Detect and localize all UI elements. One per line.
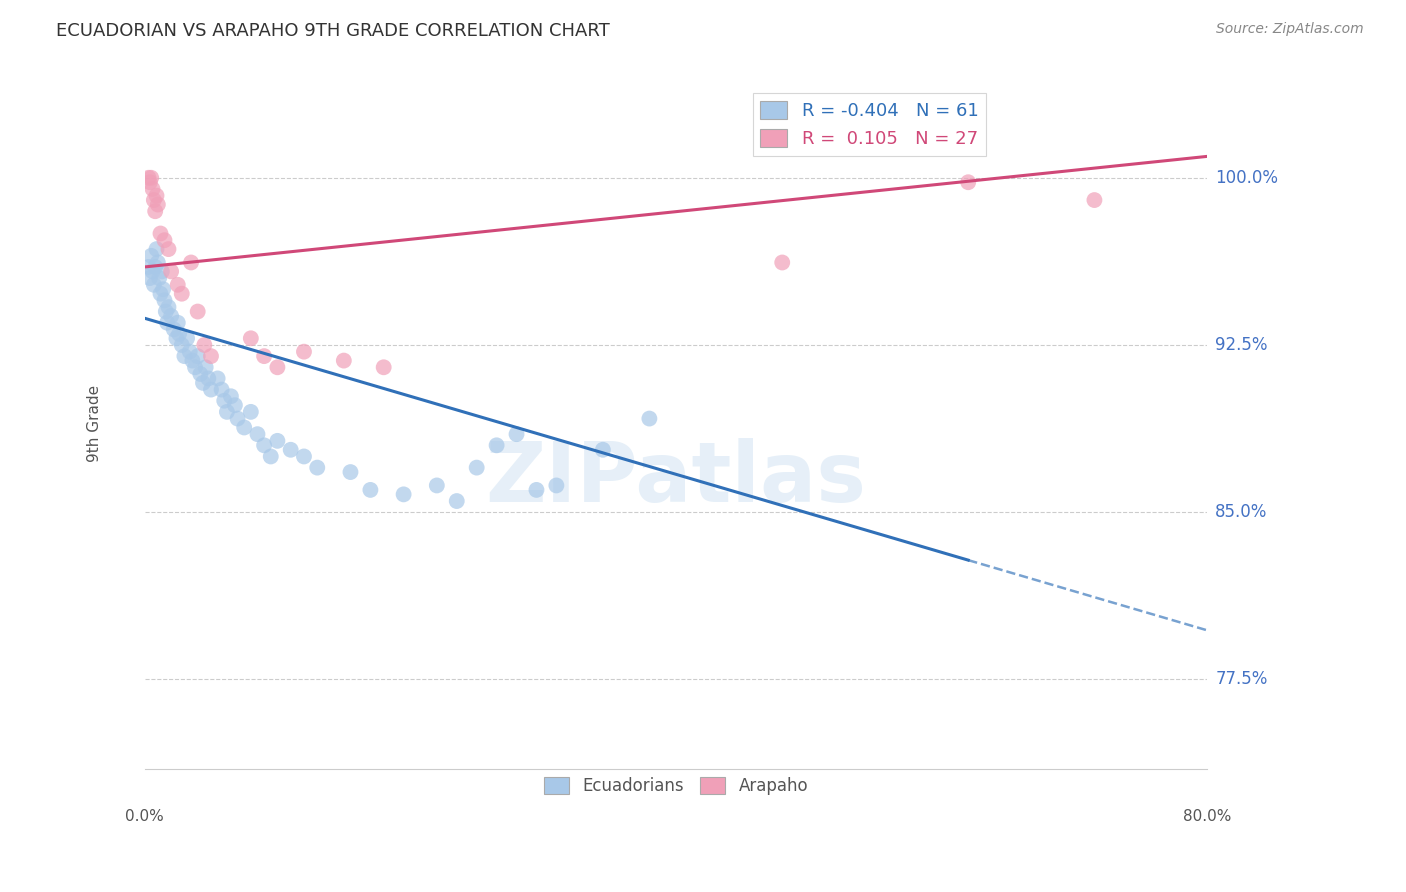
Point <box>339 465 361 479</box>
Point <box>160 264 183 278</box>
Text: 9th Grade: 9th Grade <box>87 384 101 461</box>
Point <box>166 277 188 292</box>
Point <box>160 309 183 323</box>
Point <box>141 170 163 185</box>
Point <box>145 188 167 202</box>
Point <box>253 349 276 363</box>
Point <box>505 427 527 442</box>
Point <box>145 242 167 256</box>
Point <box>546 478 568 492</box>
Point <box>157 242 180 256</box>
Point <box>239 405 262 419</box>
Point <box>194 360 217 375</box>
Point <box>146 197 169 211</box>
Point <box>146 255 169 269</box>
Point <box>426 478 449 492</box>
Point <box>179 344 201 359</box>
Point <box>167 326 190 341</box>
Text: 80.0%: 80.0% <box>1184 809 1232 823</box>
Point <box>188 367 211 381</box>
Point <box>214 393 236 408</box>
Point <box>138 260 160 274</box>
Text: 0.0%: 0.0% <box>125 809 165 823</box>
Legend: Ecuadorians, Arapaho: Ecuadorians, Arapaho <box>537 770 815 802</box>
Point <box>153 293 176 308</box>
Point <box>157 300 180 314</box>
Text: ZIPatlas: ZIPatlas <box>485 438 866 519</box>
Point <box>292 450 315 464</box>
Point <box>165 331 187 345</box>
Point <box>191 376 214 390</box>
Point <box>215 405 238 419</box>
Point <box>150 264 173 278</box>
Point <box>156 316 179 330</box>
Point <box>211 383 233 397</box>
Point <box>149 227 172 241</box>
Point <box>176 331 198 345</box>
Point <box>359 483 381 497</box>
Point <box>266 360 288 375</box>
Point <box>219 389 242 403</box>
Point <box>143 260 166 274</box>
Point <box>153 233 176 247</box>
Point <box>142 277 165 292</box>
Point <box>446 494 468 508</box>
Text: ECUADORIAN VS ARAPAHO 9TH GRADE CORRELATION CHART: ECUADORIAN VS ARAPAHO 9TH GRADE CORRELAT… <box>56 22 610 40</box>
Point <box>149 286 172 301</box>
Point <box>139 271 162 285</box>
Point <box>1083 193 1105 207</box>
Text: 100.0%: 100.0% <box>1215 169 1278 186</box>
Point <box>187 349 209 363</box>
Point <box>166 316 188 330</box>
Point <box>170 286 193 301</box>
Point <box>526 483 548 497</box>
Text: Source: ZipAtlas.com: Source: ZipAtlas.com <box>1216 22 1364 37</box>
Point <box>465 460 488 475</box>
Point <box>246 427 269 442</box>
Point <box>170 338 193 352</box>
Point <box>148 271 170 285</box>
Point <box>200 349 222 363</box>
Point <box>184 360 207 375</box>
Point <box>333 353 356 368</box>
Point <box>142 193 165 207</box>
Text: 77.5%: 77.5% <box>1215 671 1268 689</box>
Point <box>233 420 256 434</box>
Point <box>181 353 204 368</box>
Point <box>187 304 209 318</box>
Text: 92.5%: 92.5% <box>1215 336 1268 354</box>
Point <box>592 442 614 457</box>
Point <box>373 360 395 375</box>
Point <box>141 264 163 278</box>
Point <box>152 282 174 296</box>
Point <box>292 344 315 359</box>
Point <box>253 438 276 452</box>
Point <box>155 304 177 318</box>
Point <box>266 434 288 448</box>
Point <box>163 322 186 336</box>
Point <box>180 255 202 269</box>
Text: 85.0%: 85.0% <box>1215 503 1268 521</box>
Point <box>207 371 229 385</box>
Point <box>280 442 302 457</box>
Point <box>770 255 793 269</box>
Point <box>200 383 222 397</box>
Point <box>957 175 980 189</box>
Point <box>307 460 329 475</box>
Point <box>139 175 162 189</box>
Point <box>173 349 195 363</box>
Point <box>193 338 215 352</box>
Point <box>141 249 163 263</box>
Point <box>224 398 246 412</box>
Point <box>226 411 249 425</box>
Point <box>138 170 160 185</box>
Point <box>392 487 415 501</box>
Point <box>485 438 508 452</box>
Point <box>239 331 262 345</box>
Point <box>143 204 166 219</box>
Point <box>141 182 163 196</box>
Point <box>197 371 219 385</box>
Point <box>638 411 661 425</box>
Point <box>260 450 283 464</box>
